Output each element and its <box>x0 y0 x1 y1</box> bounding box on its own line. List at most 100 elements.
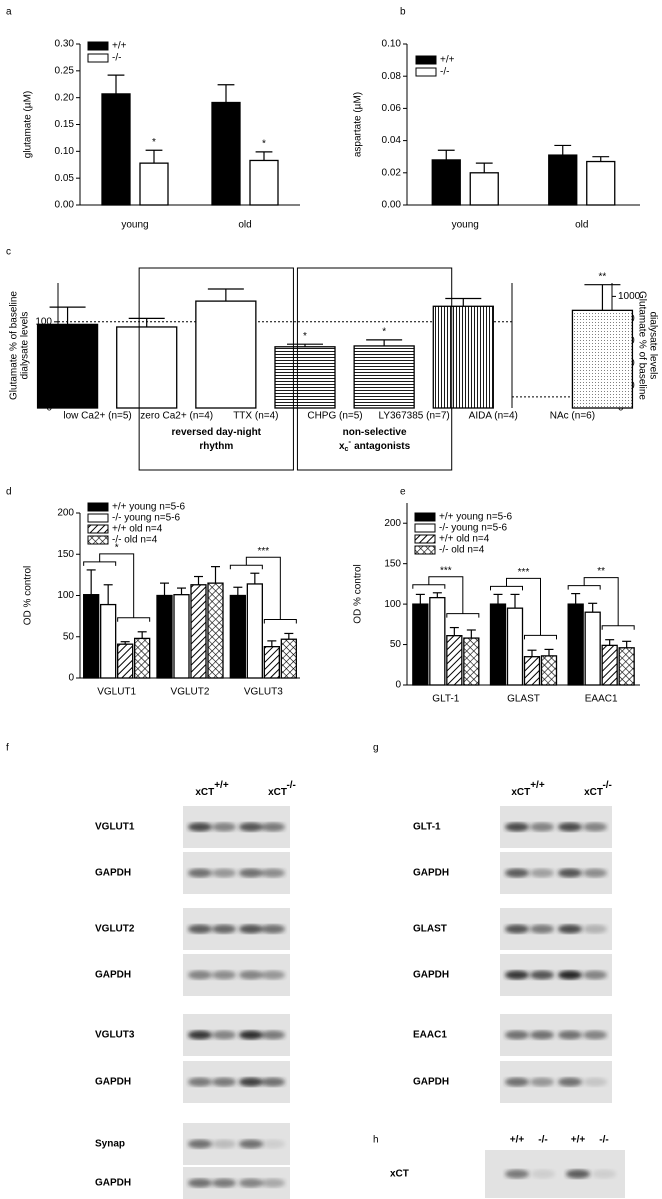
blot-header: xCT+/+ <box>511 780 545 798</box>
x-tick-label: EAAC1 <box>585 694 618 705</box>
blot-row-label: GAPDH <box>413 868 449 879</box>
y-tick-label: 0.00 <box>382 200 402 211</box>
blot-row-label: VGLUT3 <box>95 1030 135 1041</box>
panel-letter: f <box>6 743 9 754</box>
blot-row-label: GAPDH <box>95 1178 131 1189</box>
x-tick-label: low Ca2+ (n=5) <box>63 411 131 422</box>
blot-band <box>505 970 529 980</box>
blot-band <box>212 1178 236 1188</box>
x-tick-label: AIDA (n=4) <box>469 411 518 422</box>
blot-header-text: xCT <box>584 787 603 798</box>
bar <box>246 583 263 679</box>
blot-band <box>188 1139 212 1149</box>
bar <box>431 159 461 206</box>
blot-header-text: xCT <box>195 787 214 798</box>
blot-band <box>261 868 285 878</box>
blot-band <box>212 868 236 878</box>
blot-row-label: GAPDH <box>95 868 131 879</box>
blot-band <box>583 822 607 832</box>
blot-band <box>558 1030 582 1040</box>
bar <box>229 594 246 679</box>
blot-band <box>212 1139 236 1149</box>
bar <box>489 603 507 686</box>
bracket <box>412 576 480 618</box>
y-axis-label: OD % control <box>23 566 34 625</box>
panel-letter: b <box>400 7 406 18</box>
y-tick-label: 0.00 <box>55 200 75 211</box>
bar <box>156 594 173 679</box>
legend-swatch <box>87 502 109 512</box>
blot-band <box>239 970 263 980</box>
significance: ** <box>599 271 607 282</box>
group-box <box>138 267 294 471</box>
blot-band <box>505 924 529 934</box>
blot-band <box>261 970 285 980</box>
bar <box>586 160 616 206</box>
x-tick-label: old <box>238 220 251 231</box>
bar <box>274 346 336 409</box>
blot-header-sup: -/- <box>286 780 295 791</box>
bar <box>618 647 635 686</box>
y-tick-label: 0.25 <box>55 65 75 76</box>
bar <box>173 594 190 679</box>
blot-band <box>188 1030 212 1040</box>
bar <box>36 323 99 409</box>
panel-letter: d <box>6 487 12 498</box>
y-tick-label: 50 <box>390 639 402 650</box>
blot-band <box>188 970 212 980</box>
bar <box>432 305 494 409</box>
blot-band <box>239 1077 263 1087</box>
x-tick-label: zero Ca2+ (n=4) <box>140 411 213 422</box>
blot-row-label: GAPDH <box>95 970 131 981</box>
blot-row-label: EAAC1 <box>413 1030 447 1041</box>
blot-band <box>212 924 236 934</box>
legend-swatch <box>415 67 437 77</box>
blot-band <box>505 822 529 832</box>
blot-row-label: xCT <box>390 1169 409 1180</box>
y-axis-label: Glutamate % of baseline <box>9 291 20 400</box>
blot-band <box>530 868 554 878</box>
blot-band <box>531 1169 555 1179</box>
blot-band <box>212 1077 236 1087</box>
legend-label: +/+ <box>112 41 127 52</box>
bar <box>412 603 429 686</box>
blot-band <box>505 868 529 878</box>
bar <box>353 345 415 409</box>
blot-band <box>188 1077 212 1087</box>
blot-band <box>212 1030 236 1040</box>
x-tick-label: VGLUT3 <box>244 687 283 698</box>
significance: *** <box>257 546 269 557</box>
blot-header: xCT-/- <box>584 780 612 798</box>
group-label-part: non-selective <box>343 427 407 438</box>
lane-label: -/- <box>599 1135 608 1146</box>
y-tick-label: 50 <box>63 631 75 642</box>
blot-band <box>530 1077 554 1087</box>
legend-swatch <box>87 53 109 63</box>
x-tick-label: NAc (n=6) <box>550 411 595 422</box>
legend-swatch <box>87 535 109 545</box>
group-label-part: - <box>348 437 351 446</box>
legend-label: -/- old n=4 <box>112 535 158 546</box>
bar <box>446 635 463 686</box>
legend-swatch <box>414 523 436 533</box>
group-label-part: reversed day-night <box>172 427 262 438</box>
bar <box>463 637 480 686</box>
bar <box>117 643 134 679</box>
bar <box>101 93 131 206</box>
legend-swatch <box>414 512 436 522</box>
significance: *** <box>518 567 530 578</box>
panel-letter: a <box>6 7 12 18</box>
y2-axis-label: dialysate levels <box>647 312 658 380</box>
bar <box>548 154 578 206</box>
y-axis-label: glutamate (µM) <box>23 91 34 158</box>
blot-row-label: GLT-1 <box>413 822 441 833</box>
bracket <box>83 553 151 622</box>
x-tick-label: GLAST <box>507 694 540 705</box>
bar <box>100 603 117 679</box>
legend-swatch <box>415 55 437 65</box>
legend-label: +/+ old n=4 <box>112 524 163 535</box>
bar <box>263 646 280 679</box>
y-tick-label: 100 <box>384 599 401 610</box>
legend-label: -/- old n=4 <box>439 545 485 556</box>
y-tick-label: 150 <box>384 558 401 569</box>
